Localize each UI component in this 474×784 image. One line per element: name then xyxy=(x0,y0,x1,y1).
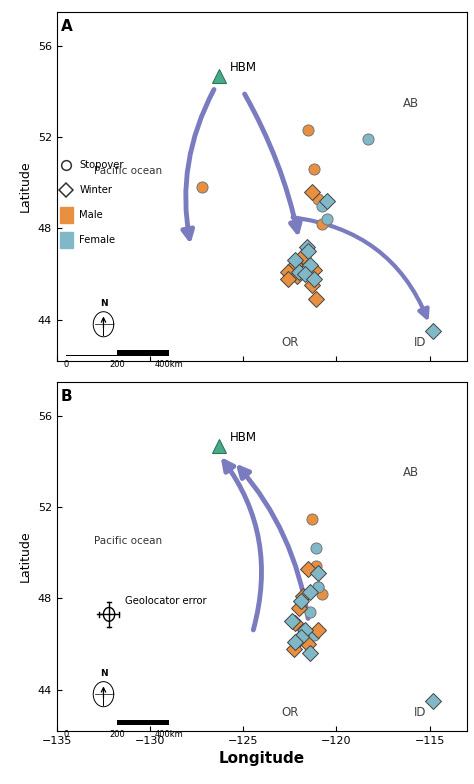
Text: 0: 0 xyxy=(64,730,69,739)
Text: 200: 200 xyxy=(109,730,125,739)
Text: HBM: HBM xyxy=(230,61,257,74)
Text: OR: OR xyxy=(281,706,299,719)
Text: N: N xyxy=(100,299,107,308)
Text: 200: 200 xyxy=(109,360,125,368)
Text: Winter: Winter xyxy=(79,185,112,194)
Polygon shape xyxy=(60,207,73,223)
Text: A: A xyxy=(61,19,73,34)
Text: 400km: 400km xyxy=(155,360,183,368)
Text: N: N xyxy=(100,670,107,678)
Text: Pacific ocean: Pacific ocean xyxy=(94,166,162,176)
Text: Geolocator error: Geolocator error xyxy=(125,596,207,606)
Text: HBM: HBM xyxy=(230,431,257,444)
Text: Male: Male xyxy=(79,210,103,220)
Text: Stopover: Stopover xyxy=(79,160,124,169)
Y-axis label: Latitude: Latitude xyxy=(19,531,32,582)
Text: 400km: 400km xyxy=(155,730,183,739)
Polygon shape xyxy=(60,232,73,248)
Text: ID: ID xyxy=(414,706,427,719)
Text: OR: OR xyxy=(281,336,299,349)
Text: ID: ID xyxy=(414,336,427,349)
Text: B: B xyxy=(61,389,73,404)
X-axis label: Longitude: Longitude xyxy=(219,751,305,766)
Text: Female: Female xyxy=(79,235,115,245)
Text: AB: AB xyxy=(403,466,419,480)
Y-axis label: Latitude: Latitude xyxy=(19,161,32,212)
Text: 0: 0 xyxy=(64,360,69,368)
Text: Pacific ocean: Pacific ocean xyxy=(94,536,162,546)
Text: AB: AB xyxy=(403,96,419,110)
